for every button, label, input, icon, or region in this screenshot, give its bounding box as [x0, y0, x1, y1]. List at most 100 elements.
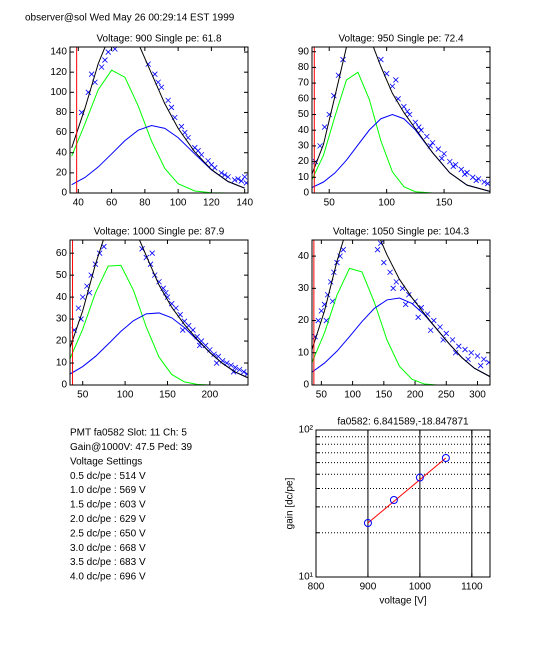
curve [312, 71, 490, 193]
point [415, 314, 421, 321]
point [238, 178, 245, 184]
point [412, 119, 419, 126]
x-tick-label: 150 [159, 390, 176, 401]
point [441, 150, 447, 157]
y-tick-label: 80 [298, 62, 310, 73]
x-tick-label: 150 [436, 198, 453, 209]
x-tick-label: 60 [106, 198, 118, 209]
y-tick-label: 10 [298, 172, 310, 183]
y-tick-label: 10 [298, 347, 310, 358]
point [340, 246, 347, 253]
point [213, 360, 220, 366]
point [443, 330, 450, 337]
x-tick-label: 200 [407, 390, 424, 401]
x-tick-label: 50 [316, 390, 328, 401]
y-tick-label: 10¹ [299, 572, 314, 583]
y-tick-label: 60 [56, 248, 68, 259]
y-tick-label: 10 [56, 358, 68, 369]
point [164, 294, 171, 300]
point [381, 259, 387, 266]
plot-title: Voltage: 1050 Single pe: 104.3 [333, 227, 470, 238]
info-line: 2.5 dc/pe : 650 V [70, 528, 146, 539]
y-tick-label: 40 [298, 251, 310, 262]
curve [367, 457, 447, 524]
header: observer@sol Wed May 26 00:29:14 EST 199… [25, 13, 235, 24]
axes-box [69, 46, 249, 194]
info-line: 4.0 dc/pe : 696 V [70, 572, 146, 583]
point [318, 308, 325, 314]
point [416, 124, 422, 130]
point [415, 473, 424, 482]
x-tick-label: 300 [469, 390, 486, 401]
point [429, 139, 436, 146]
x-tick-label: 100 [344, 390, 361, 401]
x-tick-label: 250 [438, 390, 455, 401]
curve [70, 264, 248, 385]
point [374, 246, 381, 253]
y-tick-label: 0 [61, 188, 67, 199]
info-line: 1.5 dc/pe : 603 V [70, 500, 146, 511]
info-line: 3.5 dc/pe : 683 V [70, 557, 146, 568]
point [218, 170, 225, 176]
point [211, 351, 217, 358]
point [418, 127, 424, 133]
plot [312, 240, 490, 385]
axes-box [315, 429, 491, 578]
point [480, 356, 487, 363]
point [484, 180, 490, 187]
point [75, 305, 82, 311]
plot-title: Voltage: 900 Single pe: 61.8 [96, 34, 222, 45]
point [243, 180, 248, 186]
y-tick-label: 90 [298, 46, 310, 57]
info-line: 0.5 dc/pe : 514 V [70, 471, 146, 482]
axes-box [311, 239, 491, 386]
point [406, 111, 413, 118]
info-line: 1.0 dc/pe : 569 V [70, 485, 146, 496]
curve [312, 297, 490, 378]
plot-title: fa0582: 6.841589,-18.847871 [337, 417, 469, 428]
point [149, 250, 156, 256]
y-tick-label: 20 [56, 336, 68, 347]
curve [312, 240, 490, 378]
point [208, 162, 215, 168]
plot-title: Voltage: 950 Single pe: 72.4 [338, 34, 464, 45]
point [458, 166, 465, 173]
point [168, 300, 175, 307]
point [418, 304, 425, 311]
x-axis-label: voltage [V] [379, 596, 426, 607]
plot [70, 240, 248, 385]
y-tick-label: 80 [56, 107, 68, 118]
y-tick-label: 40 [298, 125, 310, 136]
point [240, 369, 247, 375]
point [393, 279, 400, 285]
point [241, 174, 248, 180]
x-tick-label: 50 [77, 390, 89, 401]
point [452, 349, 459, 356]
point [387, 269, 393, 276]
axes-box [69, 239, 249, 386]
y-tick-label: 30 [298, 283, 310, 294]
point [315, 317, 322, 324]
point [481, 179, 488, 185]
curve [71, 125, 245, 189]
point [477, 362, 484, 369]
point [195, 147, 201, 154]
point [461, 171, 468, 177]
x-tick-label: 1100 [461, 582, 483, 593]
point [390, 285, 396, 292]
point [455, 343, 462, 350]
point [173, 305, 179, 311]
x-tick-label: 1000 [409, 582, 432, 593]
point [402, 301, 409, 308]
point [363, 518, 372, 527]
y-tick-label: 60 [298, 93, 310, 104]
point [102, 57, 108, 63]
point [158, 84, 165, 91]
point [321, 124, 328, 130]
point [389, 496, 398, 505]
x-tick-label: 50 [324, 198, 336, 209]
point [79, 294, 86, 300]
y-tick-label: 20 [298, 315, 310, 326]
point [474, 353, 481, 359]
point [424, 133, 430, 140]
